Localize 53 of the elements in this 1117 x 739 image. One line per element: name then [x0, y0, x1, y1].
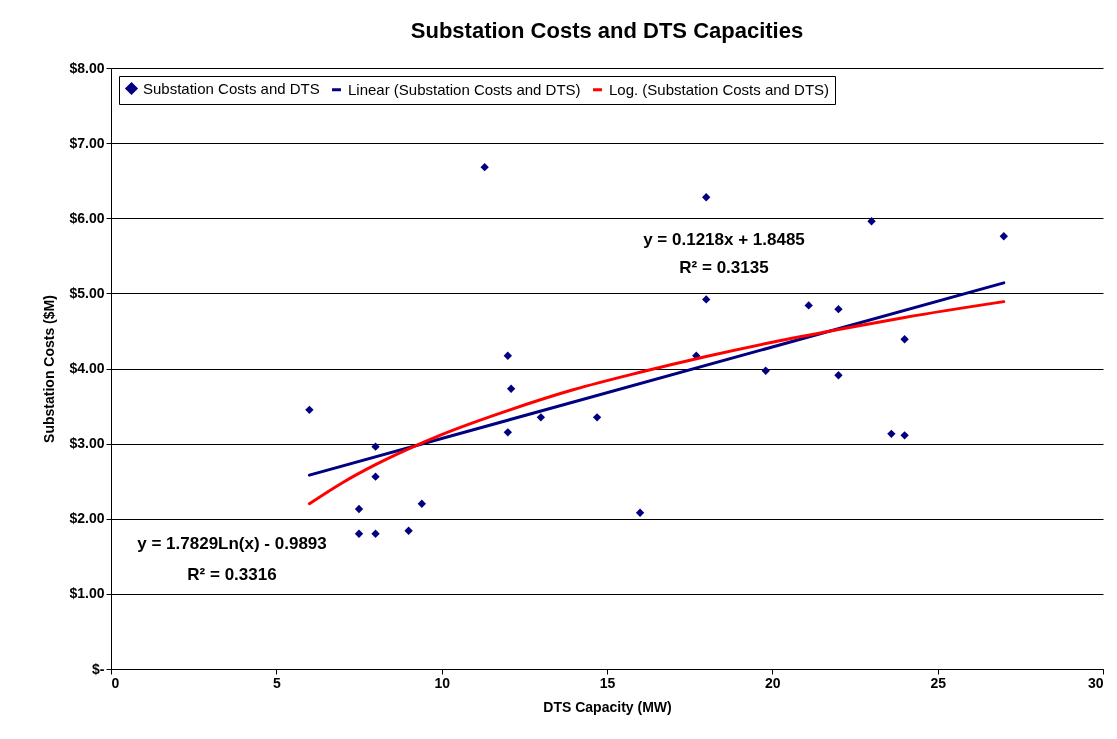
x-tick-label: 20	[765, 674, 781, 691]
point	[867, 217, 876, 226]
chart-title: Substation Costs and DTS Capacities	[410, 18, 804, 43]
y-tick-label: $6.00	[69, 209, 105, 226]
point	[804, 301, 813, 310]
annotation: R² = 0.3316	[187, 565, 277, 584]
x-tick-label: 15	[599, 674, 616, 691]
y-tick-label: $7.00	[69, 134, 105, 151]
point	[480, 162, 489, 172]
y-tick-label: $8.00	[69, 59, 105, 76]
legend-label: Substation Costs and DTS	[143, 79, 320, 97]
point	[999, 232, 1008, 241]
y-tick-label: $5.00	[69, 284, 105, 301]
x-tick-label: 25	[930, 674, 947, 691]
point	[702, 295, 711, 304]
x-tick-label: 0	[111, 674, 120, 691]
point	[417, 499, 427, 508]
y-tick-label: $-	[92, 660, 105, 677]
point	[354, 529, 364, 538]
point	[761, 366, 770, 375]
point	[371, 472, 380, 481]
y-axis-title: Substation Costs ($M)	[41, 295, 58, 443]
point	[536, 413, 546, 422]
point	[834, 371, 843, 380]
x-tick-label: 5	[272, 674, 281, 691]
point	[887, 429, 896, 439]
annotation: y = 0.1218x + 1.8485	[643, 230, 805, 249]
point	[900, 335, 909, 344]
annotation: y = 1.7829Ln(x) - 0.9893	[137, 534, 327, 553]
point	[503, 428, 512, 437]
point	[354, 504, 364, 514]
point	[635, 508, 645, 517]
line-series	[307, 300, 1006, 506]
point	[503, 351, 512, 360]
y-tick-label: $4.00	[69, 360, 105, 376]
y-tick-label: $3.00	[69, 435, 105, 452]
point	[305, 405, 314, 414]
point	[834, 304, 843, 314]
x-tick-label: 10	[434, 674, 451, 691]
legend-label: Log. (Substation Costs and DTS)	[609, 80, 830, 98]
point	[702, 193, 711, 202]
point	[592, 413, 602, 422]
legend-label: Linear (Substation Costs and DTS)	[348, 80, 581, 98]
point	[404, 526, 413, 535]
x-axis-title: DTS Capacity (MW)	[543, 698, 672, 715]
point	[371, 529, 380, 538]
x-tick-label: 30	[1087, 674, 1104, 691]
y-tick-label: $1.00	[69, 585, 105, 602]
point	[900, 431, 909, 440]
point	[371, 442, 380, 451]
annotation: R² = 0.3135	[679, 258, 769, 277]
point	[506, 384, 516, 393]
y-tick-label: $2.00	[69, 510, 105, 527]
